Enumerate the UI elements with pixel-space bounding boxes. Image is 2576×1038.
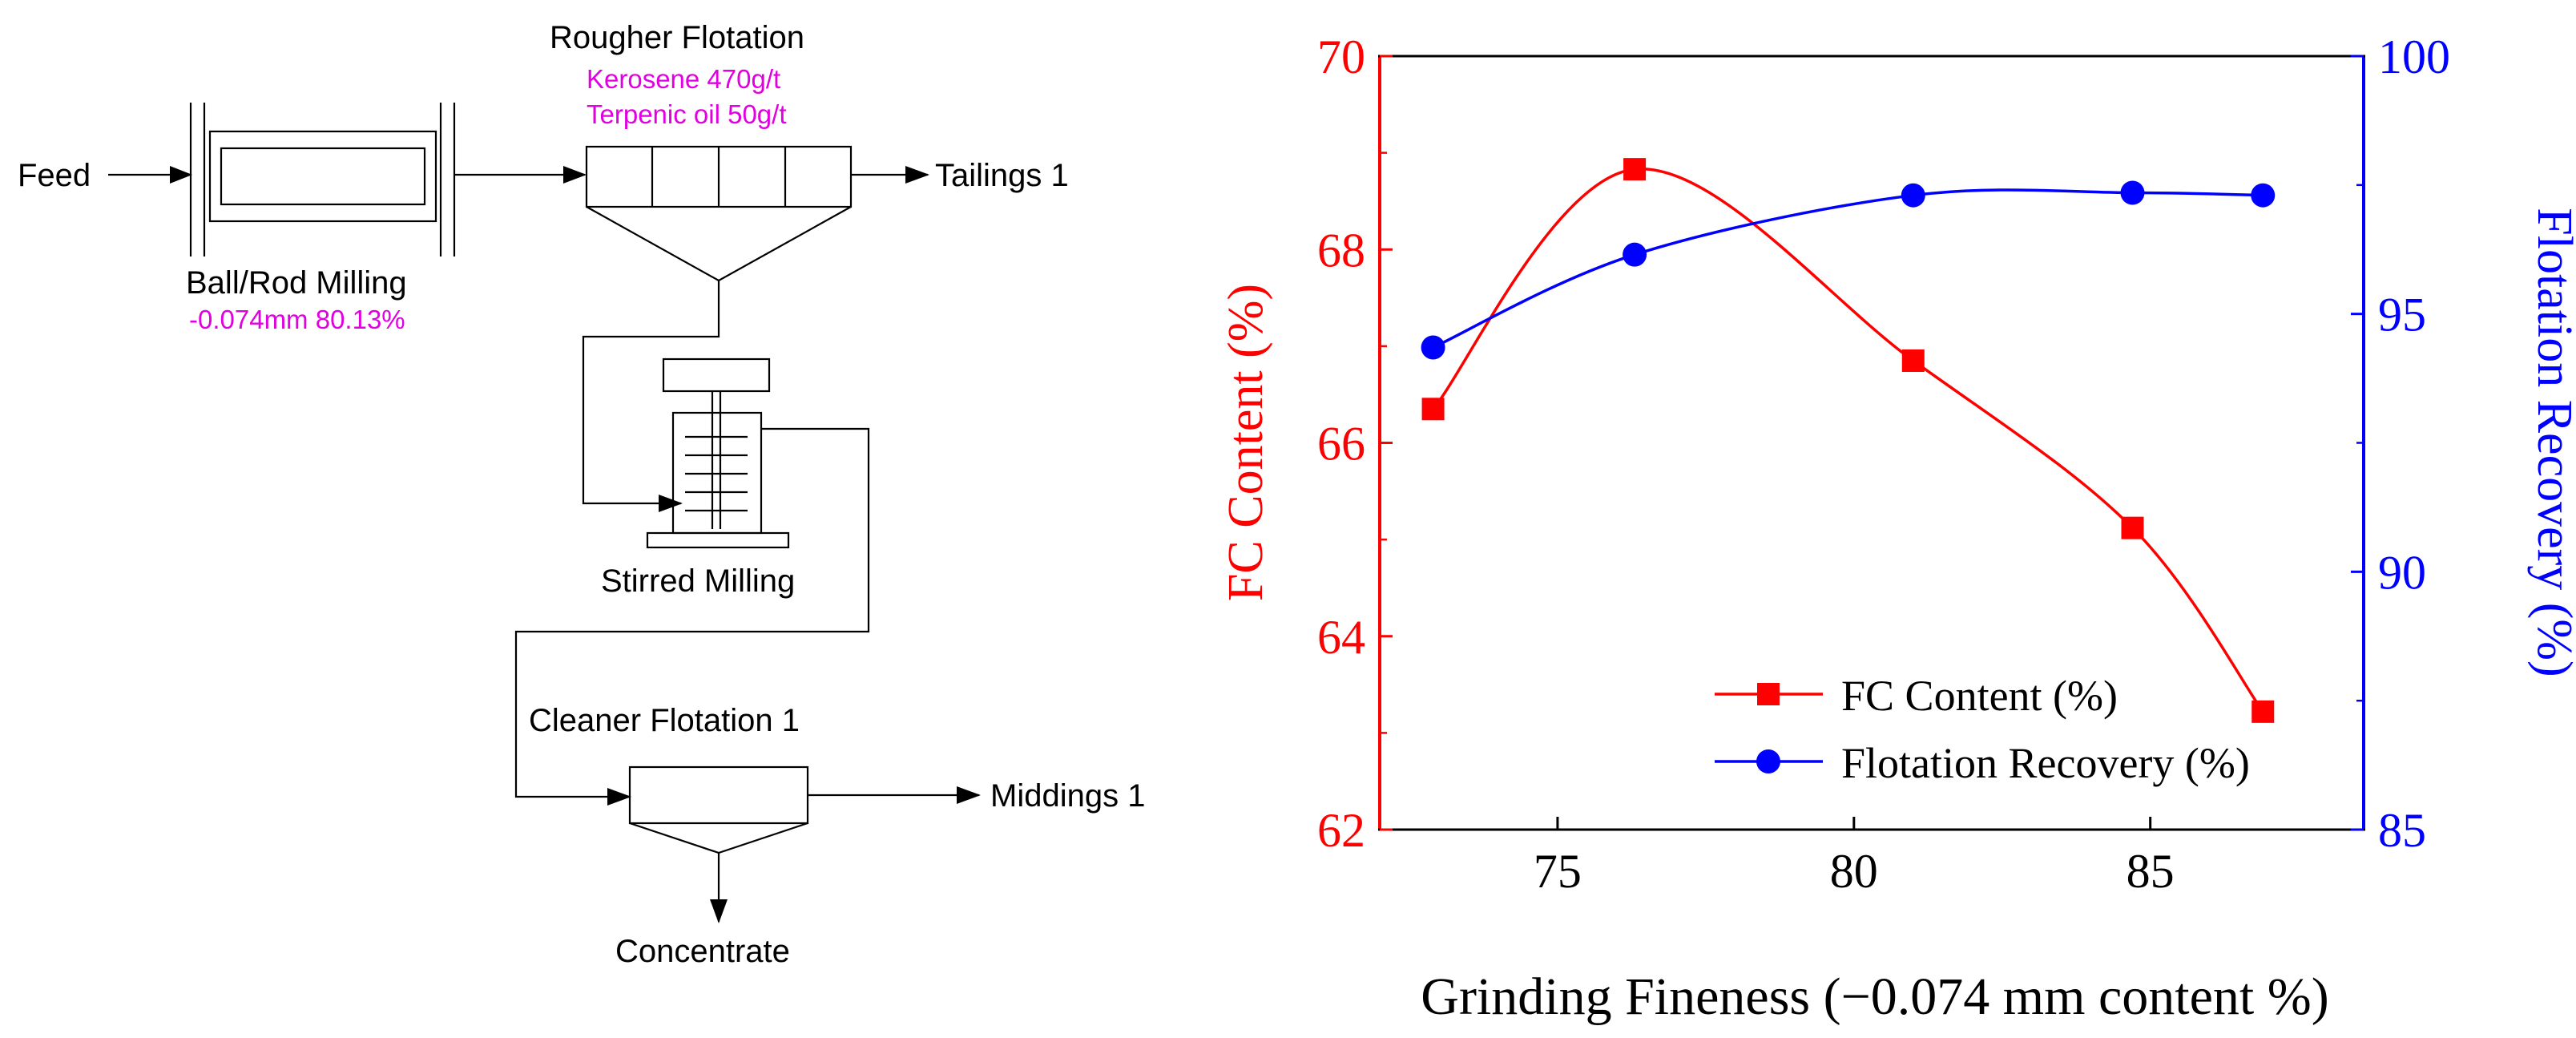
stirred-mill [646, 357, 790, 549]
cleaner-flotation-cell [628, 765, 809, 854]
cleaner-title: Cleaner Flotation 1 [529, 703, 800, 738]
series-line-fc-content [1432, 168, 2264, 713]
series-line-flotation-recovery [1432, 188, 2264, 349]
middlings-label: Middings 1 [990, 778, 1145, 814]
series-layer [1421, 158, 2276, 723]
reagent-kerosene: Kerosene 470g/t [587, 64, 780, 94]
legend-fc-label: FC Content (%) [1841, 672, 2118, 720]
x-tick-label: 85 [2127, 845, 2175, 898]
flowsheet-labels: Feed Ball/Rod Milling -0.074mm 80.13% Ro… [18, 20, 1145, 969]
fc-content-point [2251, 700, 2275, 723]
fc-content-point [1901, 349, 1925, 372]
ball-rod-mill [189, 103, 456, 256]
left-y-tick-label: 70 [1317, 30, 1365, 83]
fc-content-point [2121, 516, 2144, 539]
right-y-ticks: 85 90 95 100 [2351, 30, 2450, 857]
flotation-recovery-point [1901, 183, 1925, 208]
left-y-tick-label: 64 [1317, 611, 1365, 664]
ball-rod-milling-label: Ball/Rod Milling [186, 265, 407, 301]
flotation-recovery-point [1623, 242, 1647, 267]
line-chart: 75 80 85 62 64 66 68 70 85 90 95 100 Grinding Fin… [1219, 30, 2576, 1026]
rougher-title: Rougher Flotation [550, 20, 804, 55]
left-y-tick-label: 62 [1317, 804, 1365, 857]
rougher-flotation-cells [585, 145, 853, 282]
left-y-ticks: 62 64 66 68 70 [1317, 30, 1393, 857]
right-y-axis-title: Flotation Recovery (%) [2527, 208, 2576, 677]
flotation-recovery-point [2251, 183, 2276, 208]
legend-recovery-marker [1756, 749, 1780, 773]
reagent-terpenic-oil: Terpenic oil 50g/t [587, 99, 786, 129]
stirred-milling-label: Stirred Milling [601, 563, 795, 599]
x-tick-label: 75 [1534, 845, 1582, 898]
x-axis-title: Grinding Fineness (−0.074 mm content %) [1421, 967, 2328, 1026]
stirred-mill-to-cleaner-line [514, 427, 870, 798]
x-ticks: 75 80 85 [1534, 817, 2175, 898]
right-y-tick-label: 90 [2378, 546, 2426, 599]
legend-fc-marker [1757, 683, 1780, 705]
left-y-axis-title: FC Content (%) [1219, 284, 1273, 601]
flotation-recovery-point [1421, 335, 1445, 360]
legend-recovery-label: Flotation Recovery (%) [1841, 739, 2250, 787]
left-y-tick-label: 66 [1317, 418, 1365, 471]
right-y-tick-label: 100 [2378, 30, 2450, 83]
right-y-tick-label: 95 [2378, 289, 2426, 341]
milling-spec-label: -0.074mm 80.13% [189, 305, 405, 334]
feed-arrowhead [170, 166, 192, 184]
flowsheet-diagram [108, 103, 981, 923]
flotation-recovery-point [2120, 180, 2145, 205]
rougher-to-stirred-mill-line [582, 281, 720, 505]
x-tick-label: 80 [1830, 845, 1878, 898]
fc-content-point [1421, 398, 1445, 421]
tailings-label: Tailings 1 [935, 158, 1069, 193]
fc-content-point [1623, 158, 1647, 181]
left-y-tick-label: 68 [1317, 224, 1365, 277]
right-y-tick-label: 85 [2378, 804, 2426, 857]
concentrate-label: Concentrate [615, 934, 790, 969]
legend: FC Content (%) Flotation Recovery (%) [1715, 672, 2250, 787]
feed-label: Feed [18, 158, 91, 193]
